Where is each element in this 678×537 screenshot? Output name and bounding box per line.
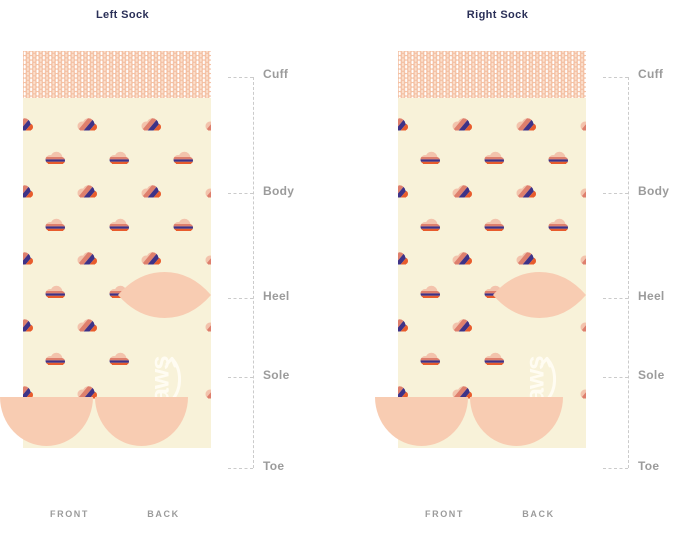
heel-lens-shape (493, 272, 586, 318)
cloud-icon-diagonal-stripes (580, 386, 586, 399)
annotation-connector-line (253, 77, 254, 468)
cloud-icon-diagonal-stripes (516, 185, 536, 198)
cloud-icon-diagonal-stripes (516, 118, 536, 131)
cloud-pattern (398, 118, 586, 399)
cloud-icon-horizontal-stripes (548, 151, 568, 164)
cloud-icon-horizontal-stripes (109, 352, 129, 365)
cloud-icon-diagonal-stripes (77, 252, 97, 265)
annotation-dash (228, 193, 253, 194)
annotation-dash (228, 377, 253, 378)
cloud-icon-diagonal-stripes (23, 185, 33, 198)
cloud-icon-horizontal-stripes (484, 218, 504, 231)
cloud-icon-horizontal-stripes (420, 218, 440, 231)
annotation-dash (603, 298, 628, 299)
aws-smile-arrow-icon (540, 357, 557, 401)
cloud-icon-diagonal-stripes (452, 185, 472, 198)
front-caption: FRONT (50, 509, 89, 519)
cloud-icon-diagonal-stripes (77, 185, 97, 198)
back-caption: BACK (147, 509, 180, 519)
cloud-icon-diagonal-stripes (398, 252, 408, 265)
heel-lens-shape (118, 272, 211, 318)
cloud-icon-horizontal-stripes (420, 285, 440, 298)
annotation-dash (228, 77, 253, 78)
cloud-icon-horizontal-stripes (420, 352, 440, 365)
sock-body: aws (398, 51, 586, 448)
cloud-icon-horizontal-stripes (109, 151, 129, 164)
back-caption: BACK (522, 509, 555, 519)
annotation-dash (603, 193, 628, 194)
aws-logo-text: aws (520, 356, 550, 403)
cloud-icon-diagonal-stripes (77, 118, 97, 131)
cloud-icon-horizontal-stripes (109, 218, 129, 231)
cloud-icon-diagonal-stripes (23, 252, 33, 265)
cloud-icon-diagonal-stripes (452, 319, 472, 332)
cloud-icon-diagonal-stripes (580, 118, 586, 131)
annotation-dash (603, 377, 628, 378)
cloud-icon-diagonal-stripes (398, 319, 408, 332)
aws-logo: aws (518, 350, 561, 406)
annotation-dash (603, 77, 628, 78)
cloud-icon-diagonal-stripes (452, 118, 472, 131)
cloud-icon-diagonal-stripes (580, 185, 586, 198)
cloud-icon-horizontal-stripes (173, 151, 193, 164)
cloud-icon-horizontal-stripes (420, 151, 440, 164)
left-sock-panel: Left Sock (0, 0, 303, 537)
sock-body: aws (23, 51, 211, 448)
cloud-icon-diagonal-stripes (205, 386, 211, 399)
page-title: Left Sock (95, 9, 150, 21)
knit-mesh-texture-icon (398, 51, 586, 98)
aws-smile-arrow-icon (165, 357, 182, 401)
cloud-icon-diagonal-stripes (205, 185, 211, 198)
cloud-icon-horizontal-stripes (45, 285, 65, 298)
aws-logo: aws (143, 350, 186, 406)
front-caption: FRONT (425, 509, 464, 519)
right-sock-panel: Right Sock (375, 0, 678, 537)
cloud-icon-diagonal-stripes (398, 185, 408, 198)
cloud-icon-horizontal-stripes (548, 218, 568, 231)
page-title: Right Sock (466, 9, 529, 21)
cloud-icon-horizontal-stripes (45, 352, 65, 365)
cloud-icon-horizontal-stripes (484, 151, 504, 164)
annotation-dash (228, 298, 253, 299)
cloud-icon-horizontal-stripes (45, 218, 65, 231)
cloud-icon-diagonal-stripes (452, 252, 472, 265)
knit-mesh-texture-icon (23, 51, 211, 98)
cloud-icon-diagonal-stripes (77, 319, 97, 332)
annotation-connector-line (628, 77, 629, 468)
aws-logo-text: aws (145, 356, 175, 403)
annotation-dash (228, 468, 253, 469)
cloud-icon-diagonal-stripes (398, 118, 408, 131)
cloud-icon-diagonal-stripes (23, 118, 33, 131)
cloud-icon-horizontal-stripes (173, 218, 193, 231)
cloud-icon-diagonal-stripes (141, 185, 161, 198)
cloud-icon-horizontal-stripes (484, 352, 504, 365)
cloud-icon-diagonal-stripes (23, 319, 33, 332)
annotation-dash (603, 468, 628, 469)
cloud-icon-diagonal-stripes (141, 118, 161, 131)
cloud-icon-horizontal-stripes (45, 151, 65, 164)
cloud-icon-diagonal-stripes (205, 118, 211, 131)
